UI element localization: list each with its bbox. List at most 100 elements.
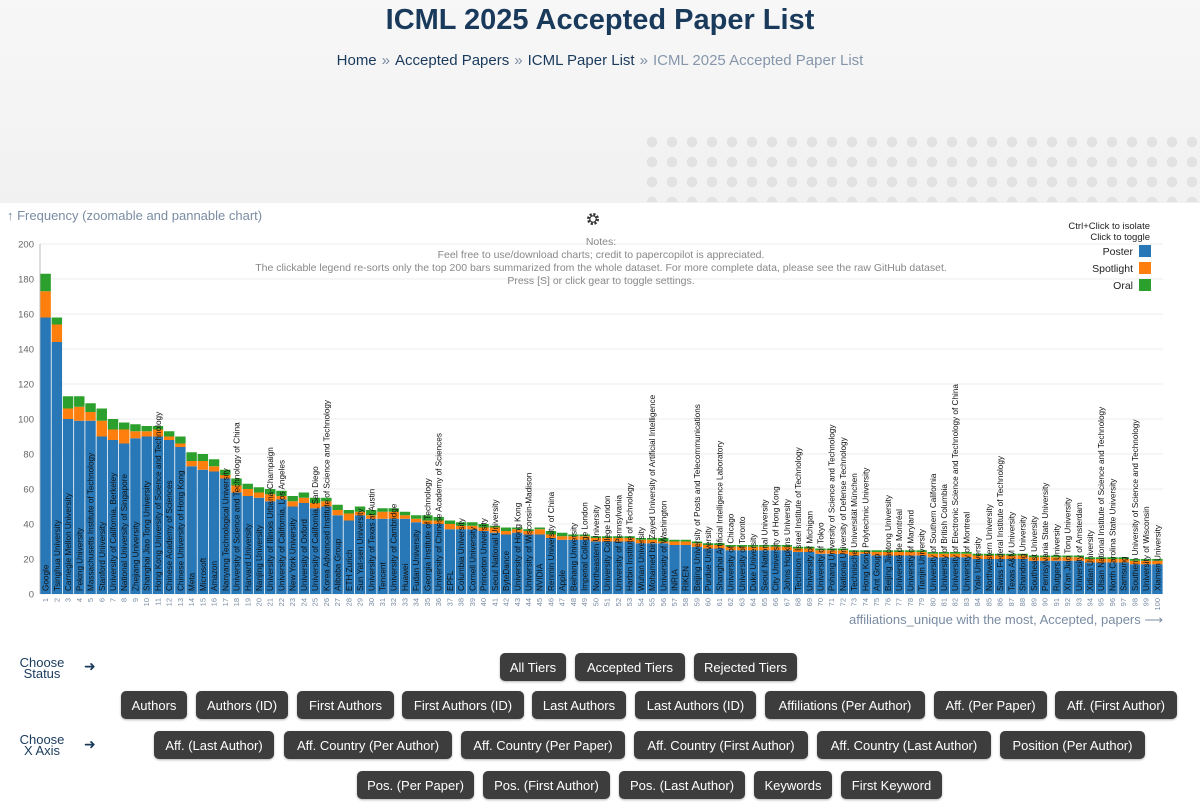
- xaxis-pos-first-author-button[interactable]: Pos. (First Author): [483, 771, 610, 799]
- bar-poster: [523, 534, 534, 594]
- bar-label: ETH Zurich: [345, 549, 354, 591]
- bar-poster: [366, 518, 377, 594]
- legend-item-poster[interactable]: Poster: [1103, 245, 1151, 258]
- bar-label: Rutgers University: [1052, 523, 1061, 591]
- xaxis-keywords-button[interactable]: Keywords: [754, 771, 832, 799]
- y-tick-label: 120: [18, 380, 34, 391]
- bar-poster: [938, 557, 950, 594]
- bar-label: Cornell University: [468, 526, 477, 591]
- bar-spotlight: [613, 538, 624, 542]
- x-tick-label: 61: [715, 598, 724, 606]
- bar-label: University of California, Los Angeles: [277, 460, 286, 591]
- bar-poster: [467, 529, 478, 594]
- bar-poster: [1084, 562, 1096, 594]
- xaxis-authors-button[interactable]: Authors: [121, 691, 187, 719]
- bar-oral: [1107, 557, 1118, 559]
- bar-spotlight: [175, 443, 186, 447]
- bar-poster: [624, 541, 635, 594]
- breadcrumb-separator: »: [381, 52, 390, 69]
- bar-oral: [770, 545, 781, 547]
- bar-poster: [1062, 560, 1073, 594]
- bar-spotlight: [1152, 560, 1163, 565]
- breadcrumb-accepted-papers[interactable]: Accepted Papers: [395, 52, 510, 69]
- bar-oral: [590, 536, 602, 538]
- bar-poster: [893, 555, 905, 594]
- bar-label: University of Amsterdam: [1075, 502, 1084, 591]
- x-tick-label: 78: [906, 598, 915, 606]
- legend-label: Oral: [1113, 280, 1133, 292]
- xaxis-aff-country-per-author-button[interactable]: Aff. Country (Per Author): [284, 731, 452, 759]
- xaxis-last-authors-button[interactable]: Last Authors: [532, 691, 626, 719]
- status-all-tiers-button[interactable]: All Tiers: [500, 653, 566, 681]
- bar-label: Mohamed bin Zayed University of Artifici…: [648, 394, 657, 591]
- xaxis-position-per-author-button[interactable]: Position (Per Author): [1000, 731, 1145, 759]
- status-rejected-tiers-button[interactable]: Rejected Tiers: [694, 653, 797, 681]
- bar-spotlight: [96, 420, 107, 437]
- xaxis-first-authors-button[interactable]: First Authors: [297, 691, 394, 719]
- xaxis-aff-last-author-button[interactable]: Aff. (Last Author): [154, 731, 274, 759]
- xaxis-pos-last-author-button[interactable]: Pos. (Last Author): [619, 771, 745, 799]
- y-tick-label: 180: [18, 275, 34, 286]
- bar-label: Samsung: [1120, 556, 1129, 591]
- legend-item-spotlight[interactable]: Spotlight: [1092, 262, 1151, 275]
- xaxis-aff-country-per-paper-button[interactable]: Aff. Country (Per Paper): [461, 731, 625, 759]
- bar-oral: [399, 511, 411, 516]
- bar-poster: [119, 443, 130, 594]
- xaxis-first-keyword-button[interactable]: First Keyword: [841, 771, 942, 799]
- bar-label: Imperial College London: [581, 502, 590, 591]
- bar-oral: [601, 536, 613, 538]
- bar-label: Southeast University: [1030, 515, 1039, 591]
- bar-oral: [343, 510, 355, 514]
- bar-label: Stanford University: [98, 521, 107, 591]
- xaxis-authors-id-button[interactable]: Authors (ID): [196, 691, 288, 719]
- gear-icon[interactable]: [586, 212, 600, 226]
- bar-label: University of Southern California: [929, 473, 938, 591]
- bar-label: Yale University: [974, 536, 983, 591]
- bar-oral: [938, 552, 950, 554]
- x-tick-label: 22: [277, 598, 286, 606]
- xaxis-aff-first-author-button[interactable]: Aff. (First Author): [1055, 691, 1177, 719]
- x-tick-label: 17: [221, 598, 230, 606]
- bar-spotlight: [1107, 559, 1118, 563]
- bar-poster: [399, 518, 411, 594]
- x-tick-label: 59: [692, 598, 701, 606]
- breadcrumb-home[interactable]: Home: [336, 52, 377, 69]
- bar-oral: [1062, 555, 1073, 558]
- chart-bars: Google Tsinghua University Carnegie Mellon…: [40, 273, 1163, 594]
- bar-label: Xiamen University: [1153, 524, 1162, 591]
- bar-poster: [691, 546, 703, 594]
- breadcrumb-icml-paper-list[interactable]: ICML Paper List: [527, 52, 635, 69]
- xaxis-last-authors-id-button[interactable]: Last Authors (ID): [635, 691, 756, 719]
- xaxis-aff-country-first-author-button[interactable]: Aff. Country (First Author): [634, 731, 808, 759]
- bar-oral: [545, 531, 557, 535]
- bar-spotlight: [860, 552, 871, 554]
- bar-spotlight: [601, 538, 613, 542]
- xaxis-pos-per-paper-button[interactable]: Pos. (Per Paper): [357, 771, 474, 799]
- xaxis-aff-per-paper-button[interactable]: Aff. (Per Paper): [934, 691, 1047, 719]
- xaxis-affiliations-per-author-button[interactable]: Affiliations (Per Author): [765, 691, 925, 719]
- x-tick-label: 43: [513, 598, 522, 606]
- status-accepted-tiers-button[interactable]: Accepted Tiers: [575, 653, 685, 681]
- bar-label: Northwestern University: [985, 503, 994, 591]
- x-tick-label: 1: [41, 598, 50, 602]
- bar-poster: [534, 534, 545, 594]
- legend-item-oral[interactable]: Oral: [1113, 279, 1151, 292]
- bar-oral: [680, 539, 691, 542]
- bar-spotlight: [444, 524, 456, 530]
- x-tick-label: 97: [1119, 598, 1128, 606]
- bar-label: Peking University: [75, 527, 84, 591]
- legend-hint: Click to toggle: [1090, 232, 1150, 243]
- bar-oral: [1017, 553, 1028, 556]
- bar-label: Tencent: [379, 562, 388, 591]
- xaxis-first-authors-id-button[interactable]: First Authors (ID): [402, 691, 524, 719]
- x-tick-label: 25: [311, 598, 320, 606]
- xaxis-aff-country-last-author-button[interactable]: Aff. Country (Last Author): [817, 731, 991, 759]
- bar-poster: [220, 478, 231, 594]
- bar-spotlight: [568, 536, 579, 540]
- bar-spotlight: [1096, 559, 1107, 563]
- bar-spotlight: [680, 541, 691, 545]
- bar-poster: [994, 559, 1006, 594]
- bar-poster: [736, 550, 748, 594]
